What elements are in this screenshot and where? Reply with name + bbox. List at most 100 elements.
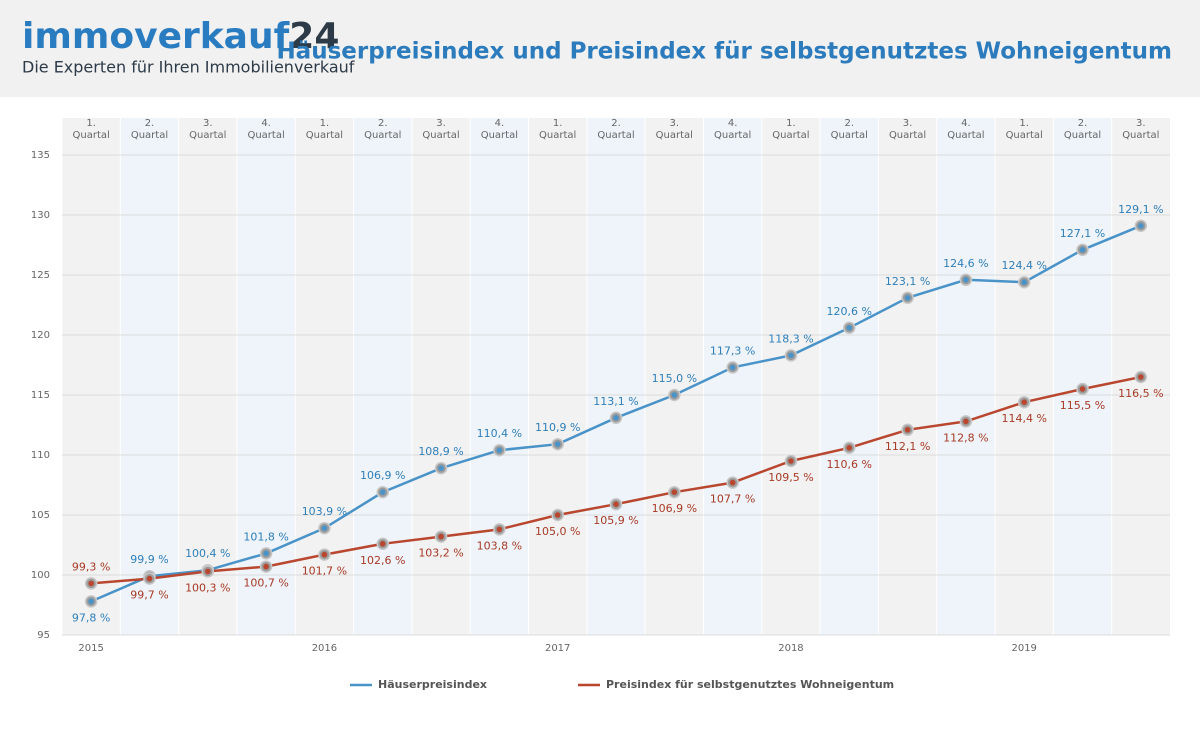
point (321, 551, 328, 558)
point (613, 415, 619, 421)
x-tick-label: 1. Quartal (772, 118, 810, 141)
data-label: 105,0 % (535, 525, 580, 538)
point (788, 352, 794, 359)
column-band (586, 118, 646, 635)
column-band (820, 118, 879, 635)
point (963, 418, 969, 425)
column-band (62, 118, 121, 635)
data-label: 114,4 % (1001, 412, 1046, 425)
point (846, 445, 853, 451)
point (671, 392, 678, 398)
point (1021, 279, 1028, 286)
x-tick-label: 4. Quartal (247, 118, 285, 141)
year-label: 2015 (78, 643, 103, 654)
data-label: 108,9 % (418, 445, 463, 458)
data-label: 123,1 % (885, 275, 930, 288)
data-label: 101,8 % (243, 530, 288, 543)
column-band (470, 118, 529, 635)
column-band (878, 118, 937, 635)
data-label: 100,7 % (243, 577, 288, 590)
data-label: 106,9 % (652, 502, 697, 515)
data-label: 120,6 % (827, 305, 872, 318)
x-tick-label: 2. Quartal (1063, 118, 1102, 141)
point (671, 489, 678, 496)
data-label: 110,9 % (535, 421, 580, 434)
point (496, 526, 503, 533)
x-tick-label: 3. Quartal (189, 118, 227, 141)
x-tick-label: 1. Quartal (539, 118, 577, 141)
year-label: 2018 (778, 643, 803, 654)
point (438, 465, 444, 472)
point (204, 568, 211, 575)
point (321, 525, 328, 531)
column-band (1053, 118, 1112, 635)
point (1138, 374, 1144, 380)
x-tick-label: 1. Quartal (72, 118, 110, 141)
data-label: 116,5 % (1118, 387, 1163, 400)
y-tick-label: 135 (31, 150, 50, 161)
point (554, 441, 561, 448)
data-label: 97,8 % (72, 611, 110, 624)
brand-suffix: 24 (289, 16, 339, 57)
data-label: 113,1 % (593, 395, 638, 408)
y-tick-label: 125 (31, 270, 50, 281)
point (88, 580, 94, 587)
brand: immoverkauf24 (22, 16, 339, 57)
data-label: 99,9 % (130, 553, 168, 566)
y-tick-label: 115 (31, 390, 50, 401)
y-tick-label: 105 (31, 510, 50, 521)
point (263, 563, 269, 570)
point (904, 295, 911, 301)
point (1079, 386, 1086, 392)
point (146, 575, 153, 582)
data-label: 110,4 % (477, 427, 522, 440)
point (554, 512, 561, 518)
data-label: 112,1 % (885, 440, 930, 453)
data-label: 103,2 % (418, 547, 463, 560)
data-label: 115,0 % (652, 372, 697, 385)
data-label: 124,6 % (943, 257, 988, 270)
data-label: 106,9 % (360, 469, 405, 482)
data-label: 100,3 % (185, 581, 230, 594)
point (263, 550, 269, 557)
point (846, 325, 853, 331)
y-tick-label: 95 (37, 630, 50, 641)
y-tick-label: 100 (31, 570, 50, 581)
y-tick-label: 110 (31, 450, 50, 461)
column-band (120, 118, 179, 635)
x-tick-label: 4. Quartal (947, 118, 985, 141)
data-label: 115,5 % (1060, 399, 1105, 412)
data-label: 117,3 % (710, 344, 755, 357)
data-label: 110,6 % (827, 458, 872, 471)
data-label: 103,8 % (477, 539, 522, 552)
data-label: 107,7 % (710, 493, 755, 506)
x-tick-label: 2. Quartal (130, 118, 169, 141)
data-label: 100,4 % (185, 547, 230, 560)
data-label: 99,3 % (72, 560, 110, 573)
y-tick-label: 120 (31, 330, 50, 341)
point (379, 541, 386, 547)
legend-label: Häuserpreisindex (378, 678, 487, 691)
data-label: 99,7 % (130, 589, 168, 602)
point (613, 501, 619, 508)
year-label: 2019 (1011, 643, 1036, 654)
point (88, 598, 94, 605)
column-band (411, 118, 471, 635)
point (438, 533, 444, 540)
data-label: 127,1 % (1060, 227, 1105, 240)
tagline: Die Experten für Ihren Immobilienverkauf (22, 58, 355, 77)
point (1138, 223, 1144, 229)
point (1021, 399, 1028, 406)
data-label: 118,3 % (768, 332, 813, 345)
x-tick-label: 2. Quartal (830, 118, 868, 141)
data-label: 109,5 % (768, 471, 813, 484)
x-tick-label: 4. Quartal (480, 118, 518, 141)
data-label: 102,6 % (360, 554, 405, 567)
point (1079, 247, 1086, 253)
legend-label: Preisindex für selbstgenutztes Wohneigen… (606, 678, 894, 691)
data-label: 124,4 % (1001, 259, 1046, 272)
point (379, 489, 386, 496)
x-tick-label: 1. Quartal (1005, 118, 1043, 141)
year-label: 2017 (545, 643, 570, 654)
